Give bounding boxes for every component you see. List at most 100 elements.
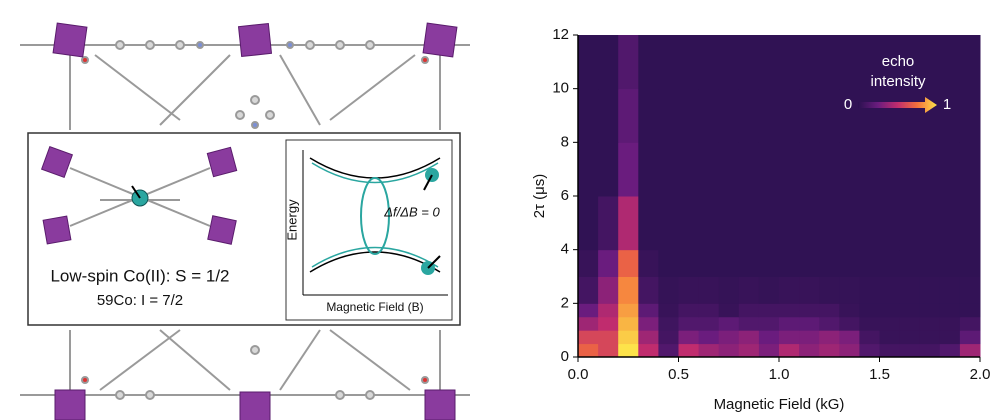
heatmap-cell bbox=[839, 316, 860, 331]
heatmap-cell bbox=[959, 249, 981, 277]
heatmap-cell bbox=[638, 142, 659, 197]
heatmap-cell bbox=[859, 142, 880, 197]
heatmap-cell bbox=[578, 303, 599, 318]
heatmap-cell bbox=[718, 276, 740, 304]
heatmap-cell bbox=[879, 142, 901, 197]
heatmap-cell bbox=[859, 276, 880, 304]
x-tick-label: 0.0 bbox=[568, 366, 589, 383]
heatmap-cell bbox=[919, 88, 941, 143]
x-axis-label: Magnetic Field (kG) bbox=[714, 396, 845, 413]
heatmap-cell bbox=[879, 88, 901, 143]
heatmap-cell bbox=[698, 330, 720, 345]
y-tick-label: 2 bbox=[561, 294, 569, 311]
heatmap-cell bbox=[698, 142, 720, 197]
heatmap-cell bbox=[919, 35, 941, 90]
heatmap-cell bbox=[819, 249, 840, 277]
heatmap-cell bbox=[738, 196, 760, 251]
heatmap-cell bbox=[799, 88, 820, 143]
heatmap-cell bbox=[678, 276, 700, 304]
heatmap-cell bbox=[779, 276, 800, 304]
heatmap-cell bbox=[738, 88, 760, 143]
heatmap-cell bbox=[598, 142, 619, 197]
heatmap-cell bbox=[638, 276, 659, 304]
heatmap-cell bbox=[839, 343, 860, 358]
heatmap-cell bbox=[859, 330, 880, 345]
heatmap-cell bbox=[598, 249, 619, 277]
heatmap-cell bbox=[939, 35, 961, 90]
heatmap-cell bbox=[758, 330, 780, 345]
heatmap-cell bbox=[738, 316, 760, 331]
heatmap-cell bbox=[658, 249, 679, 277]
heatmap-cell bbox=[959, 142, 981, 197]
heatmap-cell bbox=[598, 276, 619, 304]
heatmap-cell bbox=[799, 343, 820, 358]
heatmap-cell bbox=[658, 196, 679, 251]
heatmap-cell bbox=[799, 142, 820, 197]
heatmap-cell bbox=[718, 196, 740, 251]
heatmap-cell bbox=[879, 249, 901, 277]
heatmap-cell bbox=[618, 330, 639, 345]
heatmap-cell bbox=[658, 276, 679, 304]
y-tick-label: 6 bbox=[561, 187, 569, 204]
heatmap-cell bbox=[598, 303, 619, 318]
heatmap-cell bbox=[638, 196, 659, 251]
heatmap-cell bbox=[658, 142, 679, 197]
heatmap-cell bbox=[959, 330, 981, 345]
heatmap-cell bbox=[578, 343, 599, 358]
heatmap-cell bbox=[598, 343, 619, 358]
heatmap-cell bbox=[618, 276, 639, 304]
heatmap-cell bbox=[959, 303, 981, 318]
heatmap-cell bbox=[919, 276, 941, 304]
heatmap-cell bbox=[738, 303, 760, 318]
heatmap-cell bbox=[839, 35, 860, 90]
heatmap-cell bbox=[638, 35, 659, 90]
heatmap-cell bbox=[578, 35, 599, 90]
heatmap-cell bbox=[598, 196, 619, 251]
heatmap-cell bbox=[698, 276, 720, 304]
heatmap-cell bbox=[738, 249, 760, 277]
heatmap-cell bbox=[839, 142, 860, 197]
heatmap-cell bbox=[638, 343, 659, 358]
heatmap-cell bbox=[658, 88, 679, 143]
heatmap-cell bbox=[819, 276, 840, 304]
heatmap-cell bbox=[839, 276, 860, 304]
heatmap-cell bbox=[919, 330, 941, 345]
heatmap-cell bbox=[839, 249, 860, 277]
heatmap-cell bbox=[718, 249, 740, 277]
heatmap-cell bbox=[919, 196, 941, 251]
heatmap-cell bbox=[779, 196, 800, 251]
heatmap-cell bbox=[779, 35, 800, 90]
y-tick-label: 12 bbox=[552, 26, 569, 43]
heatmap-cell bbox=[819, 343, 840, 358]
crystal-structure bbox=[20, 40, 470, 400]
heatmap-cell bbox=[738, 276, 760, 304]
heatmap-cell bbox=[959, 343, 981, 358]
energy-axis-label: Energy bbox=[284, 199, 299, 241]
heatmap-cell bbox=[939, 88, 961, 143]
heatmap-cell bbox=[799, 316, 820, 331]
heatmap-cell bbox=[879, 196, 901, 251]
heatmap-cell bbox=[658, 303, 679, 318]
x-tick-label: 0.5 bbox=[668, 366, 689, 383]
heatmap-cell bbox=[819, 316, 840, 331]
heatmap-cell bbox=[859, 316, 880, 331]
heatmap-cell bbox=[939, 316, 961, 331]
heatmap-cell bbox=[799, 303, 820, 318]
heatmap-cell bbox=[758, 316, 780, 331]
heatmap-cell bbox=[718, 343, 740, 358]
heatmap-cell bbox=[779, 142, 800, 197]
heatmap-cell bbox=[638, 88, 659, 143]
heatmap-cell bbox=[919, 303, 941, 318]
heatmap-cell bbox=[758, 88, 780, 143]
heatmap-cell bbox=[779, 88, 800, 143]
inset-molecule bbox=[40, 145, 238, 245]
heatmap-cell bbox=[779, 303, 800, 318]
heatmap-cell bbox=[899, 303, 921, 318]
heatmap-cell bbox=[819, 35, 840, 90]
energy-diagram-box bbox=[285, 139, 453, 321]
heatmap-cell bbox=[738, 35, 760, 90]
heatmap-cell bbox=[598, 330, 619, 345]
heatmap-cell bbox=[578, 316, 599, 331]
heatmap-cell bbox=[698, 249, 720, 277]
